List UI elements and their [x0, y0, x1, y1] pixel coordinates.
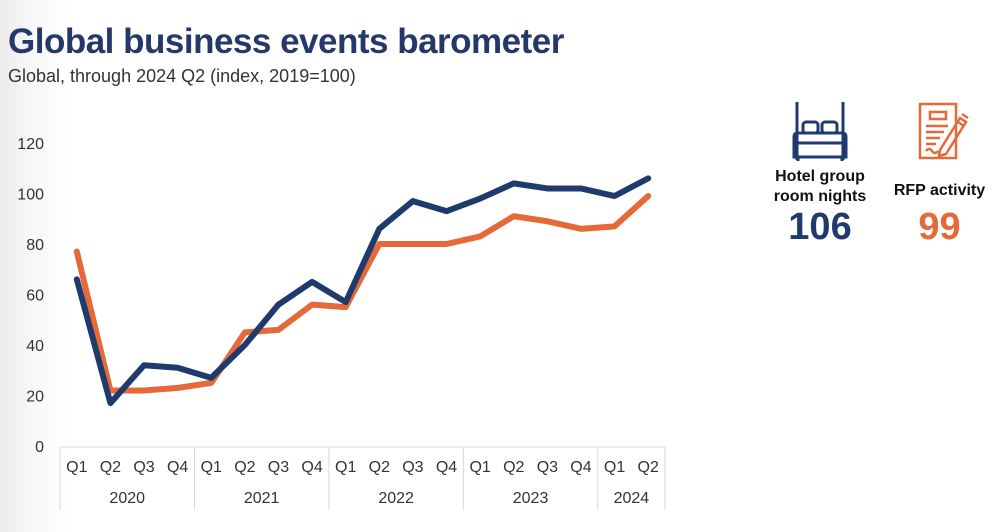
chart-subtitle: Global, through 2024 Q2 (index, 2019=100… [8, 66, 356, 86]
bed-icon [792, 102, 848, 161]
x-tick-label: Q3 [402, 459, 423, 476]
x-tick-label: Q2 [503, 459, 524, 476]
kpi-rfp-activity: RFP activity 99 [882, 100, 997, 247]
y-tick-label: 0 [35, 439, 44, 456]
x-tick-label: Q3 [268, 459, 289, 476]
series-line-hotel-group-room-nights [73, 175, 652, 407]
kpi-hotel-label: Hotel group room nights [765, 167, 875, 207]
y-tick-label: 20 [26, 389, 44, 406]
x-tick-label: Q2 [638, 459, 659, 476]
x-tick-label: Q4 [301, 459, 322, 476]
kpi-hotel-label-line2: room nights [773, 188, 867, 205]
kpi-hotel-room-nights: Hotel group room nights 106 [765, 100, 875, 247]
document-pen-icon [918, 102, 969, 160]
x-year-label: 2023 [513, 490, 549, 507]
x-tick-label: Q1 [469, 459, 490, 476]
y-tick-label: 100 [17, 187, 44, 204]
series-lines [73, 175, 652, 407]
kpi-rfp-value: 99 [918, 206, 961, 248]
x-year-label: 2022 [378, 490, 414, 507]
x-tick-label: Q3 [537, 459, 558, 476]
x-tick-label: Q3 [133, 459, 154, 476]
x-year-label: 2021 [244, 490, 280, 507]
y-tick-label: 40 [26, 338, 44, 355]
x-tick-label: Q2 [234, 459, 255, 476]
x-tick-label: Q4 [436, 459, 457, 476]
kpi-hotel-value: 106 [788, 206, 852, 248]
x-tick-label: Q1 [201, 459, 222, 476]
y-tick-label: 120 [17, 136, 44, 153]
x-tick-label: Q2 [100, 459, 121, 476]
series-line-rfp-activity [73, 193, 652, 394]
y-tick-label: 60 [26, 288, 44, 305]
x-tick-label: Q4 [570, 459, 591, 476]
x-tick-label: Q1 [66, 459, 87, 476]
x-axis: Q1 Q2 Q3 Q4 Q1 Q2 Q3 Q4 Q1 Q2 Q3 Q4 Q1 Q2 Q3 Q4 Q1 Q2 2020… [59, 446, 666, 510]
chart-title: Global business events barometer [8, 22, 564, 61]
x-year-label: 2020 [109, 490, 145, 507]
x-tick-label: Q1 [604, 459, 625, 476]
x-year-label: 2024 [614, 490, 650, 507]
x-tick-label: Q2 [369, 459, 390, 476]
kpi-hotel-label-line1: Hotel group [775, 168, 865, 185]
x-tick-label: Q1 [335, 459, 356, 476]
y-axis: 0 20 40 60 80 100 120 [17, 136, 44, 456]
x-tick-label: Q4 [167, 459, 188, 476]
kpi-rfp-label: RFP activity [882, 181, 997, 201]
kpi-rfp-label-line1: RFP activity [893, 182, 986, 199]
y-tick-label: 80 [26, 237, 44, 254]
